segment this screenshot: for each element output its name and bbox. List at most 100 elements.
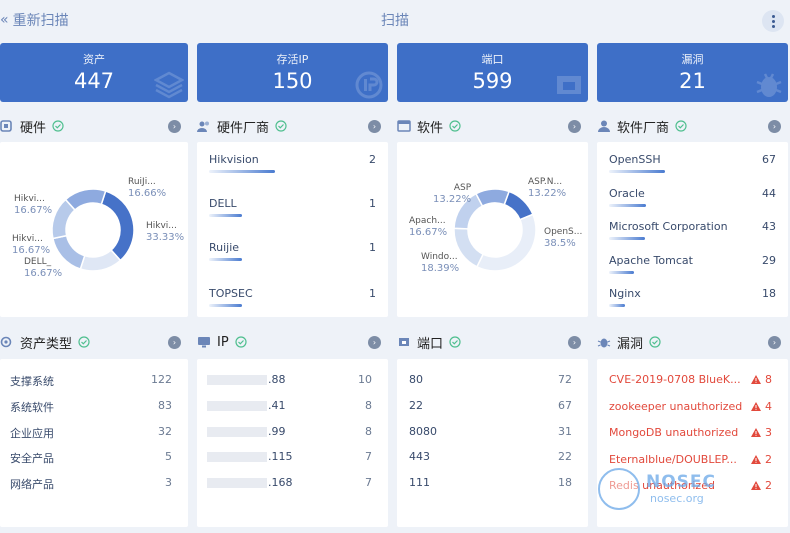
table-row[interactable]: 安全产品 5 [10, 450, 172, 465]
port-icon [557, 76, 581, 94]
slice-name: ASP.N... [528, 177, 563, 187]
slice-pct: 18.39% [421, 263, 460, 274]
list-item[interactable]: Apache Tomcat 29 [609, 254, 776, 274]
slice-pct: 16.67% [409, 227, 448, 238]
donut-slice[interactable] [79, 249, 122, 272]
software-header: 软件 [397, 115, 461, 137]
vuln-name: CVE-2019-0708 BlueK... [609, 373, 741, 386]
vuln-row[interactable]: Eternalblue/DOUBLEP... 2 [609, 453, 772, 466]
hardware-card: RuiJi... 16.66% Hikvi... 33.33% Hikvi... 16… [0, 142, 188, 317]
stat-card-ports[interactable]: 端口 599 [397, 43, 588, 102]
user-icon [598, 120, 610, 132]
rescan-button[interactable]: « 重新扫描 [0, 10, 69, 30]
table-row[interactable]: 支撑系统 122 [10, 373, 172, 388]
ip-more-button[interactable]: › [368, 336, 381, 349]
donut-slice[interactable] [474, 188, 510, 208]
vulns-more-button[interactable]: › [768, 336, 781, 349]
stat-card-live-ip[interactable]: 存活IP 150 [197, 43, 388, 102]
ip-icon [355, 71, 383, 99]
slice-name: OpenS... [544, 227, 583, 237]
item-name: Oracle [609, 187, 645, 200]
table-row[interactable]: 网络产品 3 [10, 476, 172, 491]
table-row[interactable]: 22 67 [409, 399, 572, 413]
table-row[interactable]: .41 8 [207, 399, 372, 413]
vuln-count-group: 4 [751, 400, 772, 413]
chip-icon [0, 120, 12, 132]
software-title: 软件 [417, 120, 444, 136]
slice-name: Windo... [421, 252, 458, 262]
ports-more-button[interactable]: › [568, 336, 581, 349]
table-row[interactable]: .115 7 [207, 450, 372, 464]
item-name: Microsoft Corporation [609, 220, 728, 233]
vuln-row[interactable]: zookeeper unauthorized 4 [609, 400, 772, 413]
hardware-vendor-more-button[interactable]: › [368, 120, 381, 133]
vuln-row[interactable]: MongoDB unauthorized 3 [609, 426, 772, 439]
row-count: 67 [558, 399, 572, 412]
hardware-vendor-header: 硬件厂商 [197, 115, 287, 137]
asset-type-more-button[interactable]: › [168, 336, 181, 349]
vuln-count-group: 2 [751, 479, 772, 492]
slice-name: Hikvi... [14, 194, 45, 204]
software-more-button[interactable]: › [568, 120, 581, 133]
slice-name: RuiJi... [128, 177, 156, 187]
slice-pct: 16.67% [24, 268, 63, 279]
stat-label: 端口 [481, 53, 504, 66]
donut-label: Apach... 16.67% [409, 215, 447, 239]
layers-icon [154, 71, 184, 99]
asset-icon [0, 336, 12, 348]
vuln-count: 8 [765, 373, 772, 386]
slice-pct: 16.67% [12, 245, 51, 256]
slice-name: ASP [453, 183, 472, 193]
rescan-label: 重新扫描 [12, 13, 69, 29]
hardware-more-button[interactable]: › [168, 120, 181, 133]
stat-card-assets[interactable]: 资产 447 [0, 43, 188, 102]
table-row[interactable]: 443 22 [409, 450, 572, 464]
item-count: 29 [762, 254, 776, 267]
list-item[interactable]: OpenSSH 67 [609, 153, 776, 173]
ports-card: 80 72 22 67 8080 31 443 22 111 18 [397, 359, 588, 527]
donut-slice[interactable] [64, 188, 107, 211]
more-menu-button[interactable] [762, 10, 784, 32]
list-item[interactable]: Ruijie 1 [209, 241, 376, 261]
users-icon [197, 121, 209, 132]
list-item[interactable]: Microsoft Corporation 43 [609, 220, 776, 240]
table-row[interactable]: 111 18 [409, 476, 572, 490]
hardware-title: 硬件 [20, 120, 47, 136]
check-circle-icon [275, 120, 287, 132]
list-item[interactable]: Nginx 18 [609, 287, 776, 307]
list-item[interactable]: TOPSEC 1 [209, 287, 376, 307]
vuln-row[interactable]: CVE-2019-0708 BlueK... 8 [609, 373, 772, 386]
item-name: DELL [209, 197, 237, 210]
donut-slice[interactable] [475, 213, 537, 272]
table-row[interactable]: .88 10 [207, 373, 372, 387]
donut-slice[interactable] [100, 190, 135, 262]
table-row[interactable]: .168 7 [207, 476, 372, 490]
item-bar [609, 304, 625, 307]
table-row[interactable]: 80 72 [409, 373, 572, 387]
bug-icon [756, 73, 782, 97]
check-circle-icon [449, 336, 461, 348]
redacted-ip-prefix [207, 375, 267, 385]
software-vendor-more-button[interactable]: › [768, 120, 781, 133]
item-bar [609, 170, 665, 173]
row-name: 系统软件 [10, 401, 54, 414]
item-count: 43 [762, 220, 776, 233]
stat-label: 存活IP [276, 53, 309, 66]
row-count: 8 [365, 399, 372, 412]
list-item[interactable]: DELL 1 [209, 197, 376, 217]
row-name: 22 [409, 399, 423, 412]
table-row[interactable]: 8080 31 [409, 425, 572, 439]
table-row[interactable]: 系统软件 83 [10, 399, 172, 414]
row-name: 安全产品 [10, 452, 54, 465]
list-item[interactable]: Hikvision 2 [209, 153, 376, 173]
table-row[interactable]: 企业应用 32 [10, 425, 172, 440]
list-item[interactable]: Oracle 44 [609, 187, 776, 207]
row-name: 网络产品 [10, 478, 54, 491]
item-count: 2 [369, 153, 376, 166]
dot-icon [771, 14, 775, 18]
hardware-header: 硬件 [0, 115, 64, 137]
stat-card-vulns[interactable]: 漏洞 21 [597, 43, 788, 102]
table-row[interactable]: .99 8 [207, 425, 372, 439]
row-name: .41 [268, 399, 286, 412]
row-count: 7 [365, 450, 372, 463]
